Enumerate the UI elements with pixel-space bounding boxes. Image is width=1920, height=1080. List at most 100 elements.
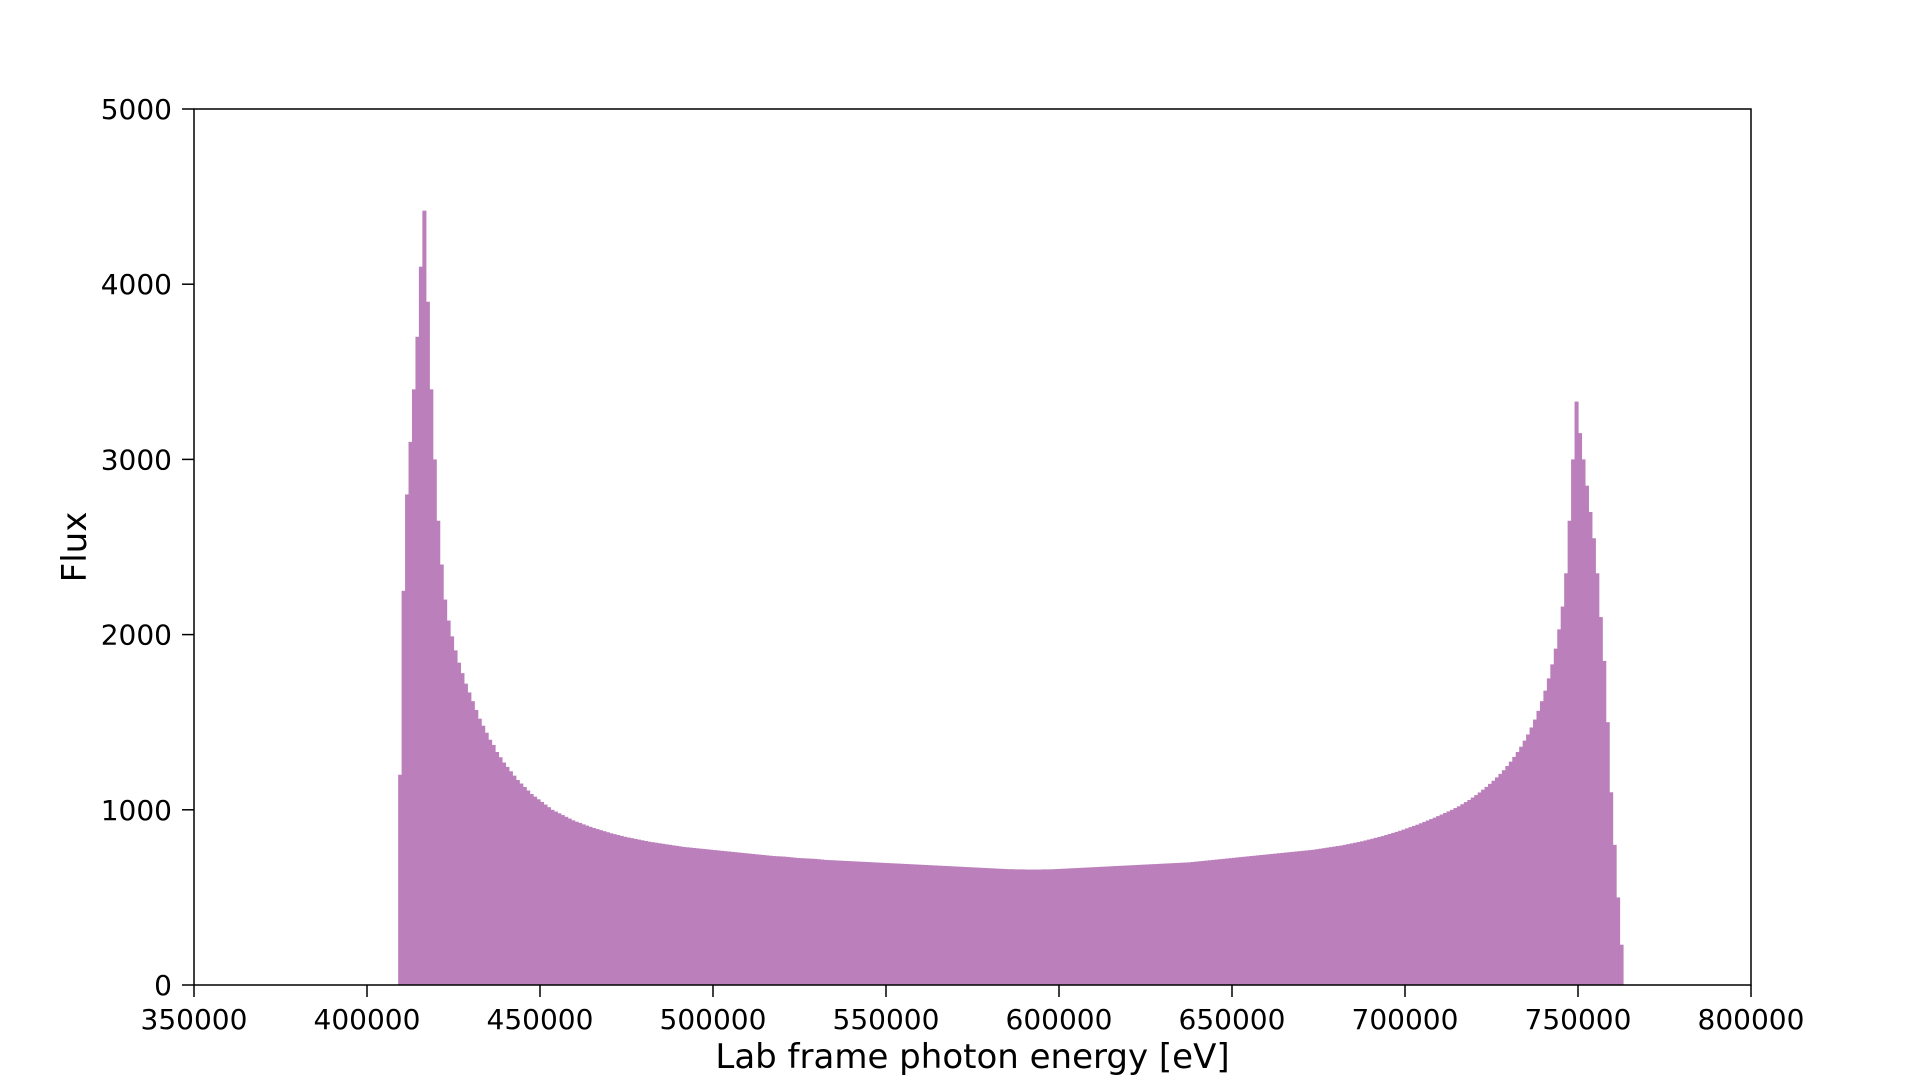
histogram-bar <box>1142 864 1147 985</box>
histogram-bar <box>1349 843 1354 985</box>
histogram-bar <box>1546 678 1551 985</box>
histogram-bar <box>411 389 417 985</box>
histogram-bar <box>713 850 718 985</box>
histogram-bar <box>1360 841 1365 985</box>
histogram-bar <box>491 744 496 985</box>
histogram-bar <box>495 751 500 985</box>
histogram-bar <box>1245 856 1250 985</box>
histogram-bar <box>1588 511 1593 985</box>
histogram-bar <box>965 867 970 985</box>
histogram-bar <box>1533 719 1538 985</box>
histogram-bar <box>515 780 520 985</box>
histogram-bar <box>1204 860 1209 985</box>
histogram-bar <box>903 863 908 985</box>
histogram-bar <box>529 794 534 985</box>
histogram-bar <box>834 860 839 985</box>
histogram-bar <box>778 856 783 985</box>
histogram-bar <box>1536 710 1541 985</box>
histogram-bar <box>1453 808 1458 985</box>
histogram-bar <box>764 855 769 985</box>
histogram-bar <box>474 709 479 985</box>
histogram-bar <box>969 867 974 985</box>
histogram-bar <box>941 865 946 985</box>
histogram-bar <box>865 862 870 985</box>
histogram-bar <box>1162 863 1167 985</box>
histogram-bar <box>505 766 510 985</box>
histogram-bar <box>418 266 423 985</box>
histogram-bar <box>1211 859 1216 985</box>
histogram-bar <box>882 862 887 985</box>
histogram-bar <box>740 852 745 985</box>
histogram-bar <box>1121 865 1126 985</box>
histogram-bar <box>484 732 489 985</box>
histogram-bar <box>692 847 697 985</box>
histogram-bar <box>1124 865 1129 985</box>
x-tick-label: 350000 <box>141 1003 248 1036</box>
histogram-bar <box>557 813 562 985</box>
histogram-bar <box>1405 828 1410 985</box>
histogram-bar <box>616 835 621 985</box>
histogram-bar <box>1574 401 1579 986</box>
histogram-bar <box>1297 851 1302 985</box>
histogram-bar <box>1024 869 1029 985</box>
y-tick-label: 2000 <box>101 619 172 652</box>
histogram-bar <box>1328 847 1333 985</box>
histogram-bar <box>1488 783 1493 985</box>
histogram-bar <box>847 861 852 985</box>
histogram-bar <box>602 831 607 985</box>
histogram-bar <box>1183 862 1188 985</box>
histogram-bar <box>789 857 794 985</box>
histogram-bar <box>1110 866 1115 985</box>
histogram-bar <box>733 852 738 985</box>
histogram-bar <box>1048 869 1053 985</box>
histogram-bar <box>806 858 811 985</box>
histogram-bar <box>1007 869 1012 985</box>
histogram-bar <box>1436 816 1441 985</box>
histogram-bar <box>837 860 842 985</box>
histogram-bar <box>1460 804 1465 985</box>
histogram-bar <box>1501 770 1506 985</box>
histogram-bar <box>962 866 967 985</box>
histogram-bar <box>1519 746 1524 985</box>
histogram-bar <box>453 650 458 985</box>
histogram-bar <box>498 757 503 985</box>
x-tick-label: 650000 <box>1179 1003 1286 1036</box>
histogram-bar <box>1197 861 1202 985</box>
x-tick-label: 700000 <box>1352 1003 1459 1036</box>
histogram-bar <box>456 662 462 985</box>
histogram-bar <box>889 863 894 985</box>
y-axis-label: Flux <box>55 512 95 583</box>
histogram-bar <box>823 859 828 985</box>
histogram-bar <box>1055 869 1060 985</box>
histogram-bar <box>1591 538 1596 985</box>
histogram-bar <box>595 829 600 985</box>
histogram-bar <box>875 862 880 985</box>
histogram-bar <box>1252 855 1257 985</box>
histogram-bar <box>1038 869 1043 985</box>
histogram-bar <box>827 860 832 985</box>
histogram-bar <box>623 836 628 985</box>
histogram-bar <box>948 866 953 985</box>
histogram-bar <box>1571 459 1576 985</box>
histogram-bar <box>702 849 707 985</box>
histogram-bar <box>664 844 669 985</box>
histogram-bar <box>408 441 413 985</box>
histogram-bar <box>809 858 814 985</box>
histogram-bar <box>671 845 676 985</box>
histogram-bar <box>1401 829 1406 985</box>
histogram-bar <box>1321 848 1327 985</box>
histogram-bar <box>1429 819 1434 985</box>
histogram-bar <box>450 636 455 985</box>
histogram-bar <box>1353 842 1358 985</box>
histogram-bar <box>1432 817 1437 985</box>
histogram-bar <box>858 861 863 985</box>
y-tick-label: 3000 <box>101 443 172 476</box>
histogram-bar <box>588 826 593 985</box>
histogram-bar <box>1491 780 1496 985</box>
histogram-bar <box>436 520 441 985</box>
histogram-bar <box>643 840 648 985</box>
histogram-bar <box>533 796 538 985</box>
histogram-bar <box>536 799 541 985</box>
histogram-bar <box>751 853 756 985</box>
